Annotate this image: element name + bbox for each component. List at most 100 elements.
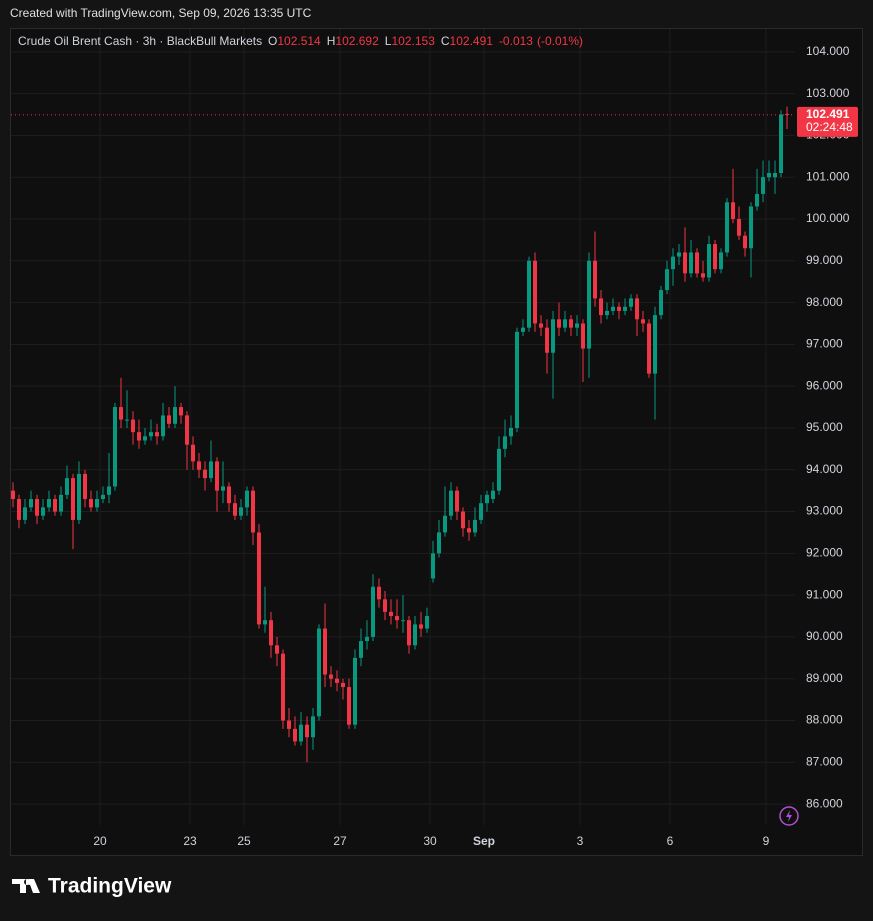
grid [11, 29, 795, 825]
x-tick-label: 9 [763, 834, 770, 848]
candle-body [395, 616, 400, 621]
candle-body [569, 319, 574, 328]
candle-body [425, 616, 430, 629]
axes: 86.000 87.000 88.000 89.000 90.000 91.000 92.0… [11, 44, 858, 848]
legend-key: C [441, 34, 450, 48]
y-tick-label: 95.000 [806, 420, 843, 434]
candle-body [731, 202, 736, 219]
x-tick-label: 27 [333, 834, 347, 848]
y-tick-label: 91.000 [806, 587, 843, 601]
y-tick-label: 87.000 [806, 754, 843, 768]
candle-body [245, 490, 250, 508]
candle-body [359, 641, 364, 658]
candle-body [521, 327, 526, 332]
candle-body [167, 415, 172, 424]
candle-body [473, 519, 478, 533]
legend-key: O [268, 34, 277, 48]
candle-body [317, 628, 322, 717]
candle-body [533, 260, 538, 324]
candle-body [647, 323, 652, 374]
candle-body [737, 218, 742, 236]
candle-body [143, 436, 148, 441]
candle-body [347, 687, 352, 725]
candle-body [413, 624, 418, 646]
candle-body [401, 620, 406, 622]
candle-body [41, 507, 46, 516]
candle-body [557, 319, 562, 328]
candle-body [377, 586, 382, 600]
candle-body [701, 273, 706, 278]
chart-title: Crude Oil Brent Cash · 3h · BlackBull Ma… [18, 34, 262, 48]
lightning-glyph [786, 810, 792, 822]
candle-body [311, 716, 316, 738]
candle-body [509, 427, 514, 437]
candle-body [161, 415, 166, 437]
candle-body [149, 432, 154, 437]
candle-body [11, 490, 16, 500]
candle-body [17, 499, 22, 520]
candle-body [77, 473, 82, 520]
candle-body [659, 290, 664, 316]
candle-body [53, 499, 58, 512]
candle-body [389, 611, 394, 617]
legend-change-percent: (-0.01%) [537, 34, 583, 48]
y-tick-label: 98.000 [806, 295, 843, 309]
candle-body [131, 419, 136, 433]
candle-body [611, 306, 616, 311]
candle-body [179, 407, 184, 416]
candle-body [491, 490, 496, 500]
candle-body [185, 415, 190, 445]
legend-change: -0.013 [499, 34, 533, 48]
candle-body [695, 252, 700, 274]
legend-key: H [327, 34, 336, 48]
candle-body [293, 728, 298, 742]
candle-body [173, 407, 178, 424]
candle-body [263, 620, 268, 625]
candle-body [221, 486, 226, 491]
candle-body [437, 532, 442, 554]
candle-body [443, 515, 448, 533]
candle-body [707, 244, 712, 278]
candle-body [755, 193, 760, 207]
y-tick-label: 103.000 [806, 86, 850, 100]
candle-body [773, 173, 778, 178]
candle-body [641, 319, 646, 324]
x-tick-label: 25 [237, 834, 251, 848]
candle-body [203, 469, 208, 479]
candle-body [497, 448, 502, 491]
candle-body [527, 260, 532, 328]
candle-body [689, 252, 694, 274]
candle-body [599, 298, 604, 316]
candle-body [455, 490, 460, 512]
candle-body [539, 323, 544, 328]
candle-body [29, 499, 34, 508]
x-tick-label: Sep [473, 834, 495, 848]
candle-body [59, 494, 64, 512]
candle-body [467, 528, 472, 533]
legend-value: 102.491 [450, 34, 494, 48]
x-tick-label: 6 [667, 834, 674, 848]
candle-body [713, 244, 718, 270]
candle-body [725, 202, 730, 253]
candle-body [449, 490, 454, 516]
candle-body [683, 252, 688, 274]
candle-body [305, 724, 310, 738]
candle-body [383, 599, 388, 612]
candle-body [593, 260, 598, 299]
candle-body [65, 478, 70, 495]
candle-body [671, 256, 676, 270]
candle-body [779, 114, 784, 174]
candle-body [257, 532, 262, 625]
candle-body [323, 628, 328, 675]
y-tick-label: 89.000 [806, 671, 843, 685]
y-tick-label: 88.000 [806, 713, 843, 727]
y-tick-label: 86.000 [806, 796, 843, 810]
candle-body [95, 499, 100, 508]
x-tick-label: 3 [577, 834, 584, 848]
candle-body [677, 252, 682, 257]
lightning-icon[interactable] [779, 806, 799, 826]
candle-body [215, 461, 220, 491]
candle-body [119, 407, 124, 420]
candle-body [191, 444, 196, 462]
